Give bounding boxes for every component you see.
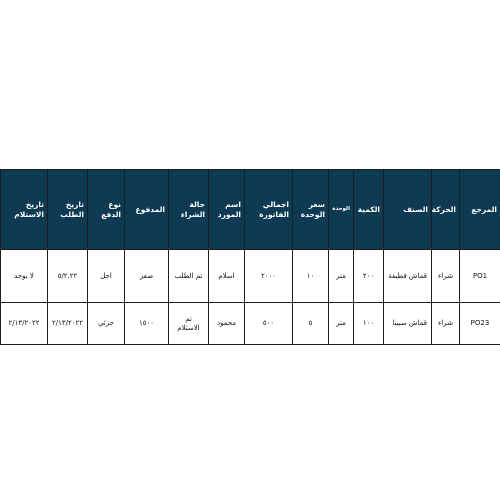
- cell-purchase-status: تم الاستلام: [168, 302, 209, 345]
- header-movement: الحركة: [431, 169, 460, 250]
- header-row: المرجع الحركة الصنف الكمية الوحدة سعر ال…: [0, 169, 500, 250]
- header-order-date: تاريخ الطلب: [47, 169, 88, 250]
- cell-paid: ١٥٠٠: [124, 302, 169, 345]
- header-purchase-status: حالة الشراء: [168, 169, 209, 250]
- cell-quantity: ٢٠٠: [353, 249, 384, 303]
- header-payment-type: نوع الدفع: [87, 169, 125, 250]
- cell-unit: متر: [328, 249, 354, 303]
- header-receipt-date: تاريخ الاستلام: [0, 169, 48, 250]
- cell-movement: شراء: [431, 302, 460, 345]
- cell-quantity: ١٠٠: [353, 302, 384, 345]
- table-row: PO1 شراء قماش قطيفة ٢٠٠ متر ١٠ ٢٠٠٠ اسلا…: [0, 249, 500, 303]
- table-row: PO23 شراء قماش سبينا ١٠٠ متر ٥ ٥٠٠ محمود…: [0, 302, 500, 345]
- cell-order-date: ٥/٢.٢٢: [47, 249, 88, 303]
- cell-receipt-date: ٢/١٣/٢٠٢٢: [0, 302, 48, 345]
- cell-receipt-date: لا يوجد: [0, 249, 48, 303]
- header-paid: المدفوع: [124, 169, 169, 250]
- header-quantity: الكمية: [353, 169, 384, 250]
- cell-item: قماش سبينا: [383, 302, 432, 345]
- table-header: المرجع الحركة الصنف الكمية الوحدة سعر ال…: [0, 169, 500, 250]
- header-reference: المرجع: [459, 169, 500, 250]
- cell-reference: PO23: [459, 302, 500, 345]
- cell-paid: صفر: [124, 249, 169, 303]
- cell-movement: شراء: [431, 249, 460, 303]
- cell-purchase-status: تم الطلب: [168, 249, 209, 303]
- cell-item: قماش قطيفة: [383, 249, 432, 303]
- header-unit-price: سعر الوحدة: [292, 169, 329, 250]
- cell-payment-type: جزئي: [87, 302, 125, 345]
- purchase-orders-table: المرجع الحركة الصنف الكمية الوحدة سعر ال…: [0, 169, 500, 345]
- header-supplier-name: اسم المورد: [208, 169, 245, 250]
- header-invoice-total: اجمالي الفاتورة: [244, 169, 293, 250]
- header-unit: الوحدة: [328, 169, 354, 250]
- cell-invoice-total: ٥٠٠: [244, 302, 293, 345]
- cell-supplier-name: اسلام: [208, 249, 245, 303]
- cell-payment-type: اجل: [87, 249, 125, 303]
- purchase-orders-table-container: المرجع الحركة الصنف الكمية الوحدة سعر ال…: [0, 169, 500, 345]
- cell-supplier-name: محمود: [208, 302, 245, 345]
- cell-unit: متر: [328, 302, 354, 345]
- header-item: الصنف: [383, 169, 432, 250]
- cell-unit-price: ٥: [292, 302, 329, 345]
- cell-reference: PO1: [459, 249, 500, 303]
- cell-unit-price: ١٠: [292, 249, 329, 303]
- cell-order-date: ٢/١٣/٢٠٢٢: [47, 302, 88, 345]
- cell-invoice-total: ٢٠٠٠: [244, 249, 293, 303]
- table-body: PO1 شراء قماش قطيفة ٢٠٠ متر ١٠ ٢٠٠٠ اسلا…: [0, 249, 500, 345]
